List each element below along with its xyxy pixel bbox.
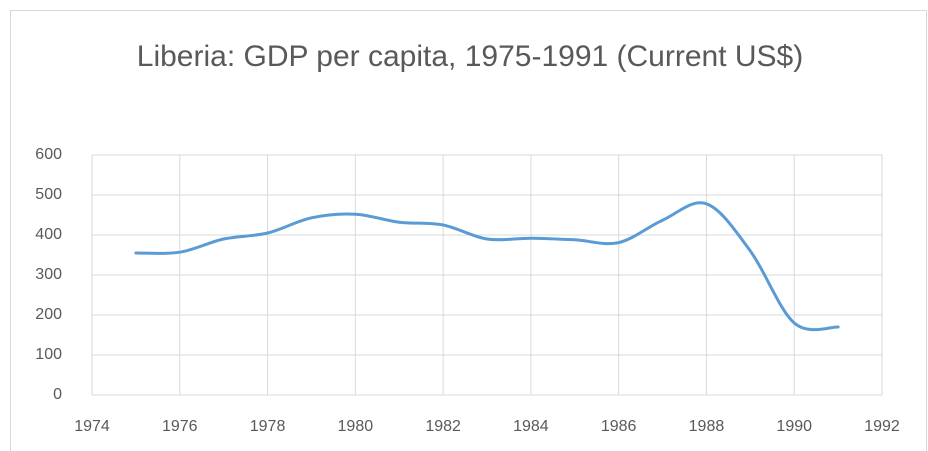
y-tick-label: 200 — [35, 306, 62, 323]
y-tick-label: 400 — [35, 226, 62, 243]
y-tick-label: 100 — [35, 346, 62, 363]
x-tick-label: 1980 — [338, 418, 374, 435]
x-tick-label: 1992 — [864, 418, 900, 435]
x-tick-label: 1986 — [601, 418, 637, 435]
chart-border — [10, 10, 927, 451]
y-tick-label: 300 — [35, 266, 62, 283]
y-tick-label: 0 — [53, 386, 62, 403]
chart-title: Liberia: GDP per capita, 1975-1991 (Curr… — [136, 40, 804, 73]
x-tick-label: 1974 — [74, 418, 110, 435]
x-tick-label: 1988 — [689, 418, 725, 435]
x-tick-label: 1990 — [776, 418, 812, 435]
y-tick-label: 600 — [35, 146, 62, 163]
x-tick-label: 1978 — [250, 418, 286, 435]
data-line — [134, 201, 840, 332]
x-tick-label: 1982 — [425, 418, 461, 435]
y-tick-label: 500 — [35, 186, 62, 203]
x-tick-label: 1976 — [162, 418, 198, 435]
x-tick-label: 1984 — [513, 418, 549, 435]
